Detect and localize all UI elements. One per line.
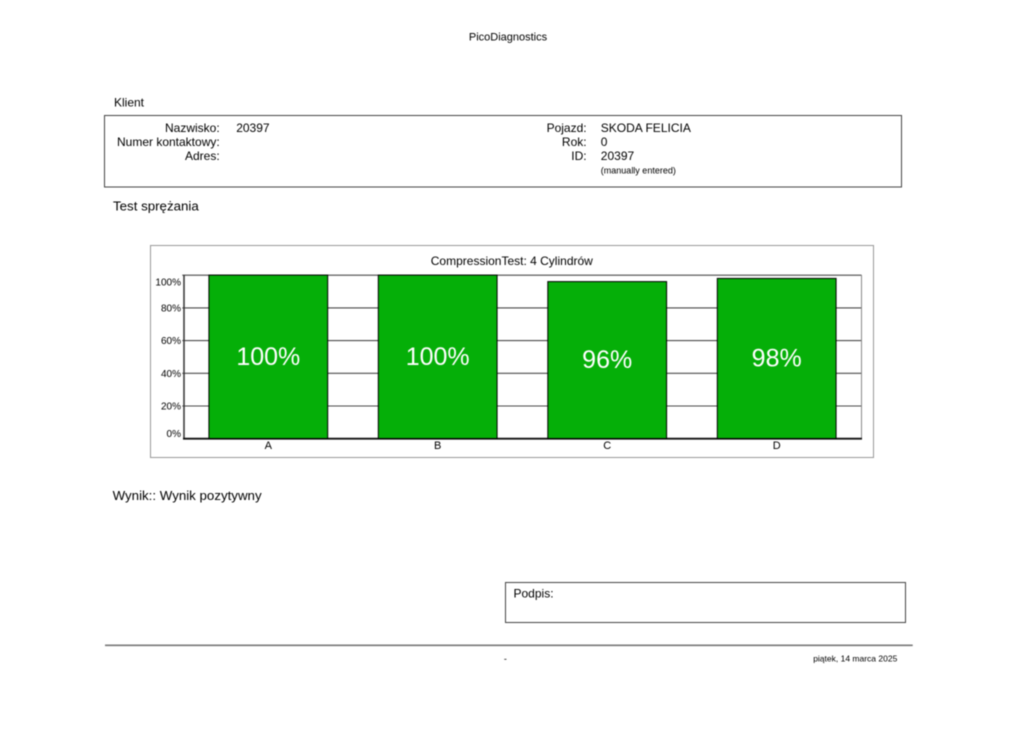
svg-text:C: C <box>603 440 611 452</box>
svg-text:98%: 98% <box>752 345 802 373</box>
svg-text:PicoDiagnostics: PicoDiagnostics <box>469 32 548 44</box>
svg-text:Adres:: Adres: <box>185 149 220 163</box>
svg-text:96%: 96% <box>582 346 632 374</box>
svg-text:Wynik:: Wynik pozytywny: Wynik:: Wynik pozytywny <box>113 488 262 503</box>
svg-text:Rok:: Rok: <box>562 135 587 149</box>
svg-text:CompressionTest: 4 Cylindrów: CompressionTest: 4 Cylindrów <box>431 254 593 268</box>
svg-text:40%: 40% <box>161 369 181 380</box>
svg-text:0%: 0% <box>167 429 182 440</box>
svg-text:Test sprężania: Test sprężania <box>113 199 199 214</box>
svg-text:0: 0 <box>601 135 608 149</box>
svg-text:100%: 100% <box>406 343 470 371</box>
svg-text:(manually entered): (manually entered) <box>601 166 676 176</box>
svg-text:Nazwisko:: Nazwisko: <box>165 121 220 135</box>
svg-text:Klient: Klient <box>114 96 145 110</box>
svg-text:Pojazd:: Pojazd: <box>547 121 587 135</box>
svg-text:20%: 20% <box>161 402 181 413</box>
svg-text:20397: 20397 <box>601 149 635 163</box>
svg-text:Podpis:: Podpis: <box>514 587 554 601</box>
svg-text:D: D <box>773 440 781 452</box>
svg-text:piątek, 14 marca 2025: piątek, 14 marca 2025 <box>813 654 897 664</box>
svg-text:Numer kontaktowy:: Numer kontaktowy: <box>117 135 220 149</box>
svg-text:100%: 100% <box>236 343 300 371</box>
svg-text:100%: 100% <box>155 278 181 289</box>
svg-text:20397: 20397 <box>236 121 270 135</box>
svg-text:80%: 80% <box>161 304 181 315</box>
svg-text:SKODA FELICIA: SKODA FELICIA <box>601 121 691 135</box>
svg-text:ID:: ID: <box>571 149 586 163</box>
svg-text:60%: 60% <box>161 336 181 347</box>
svg-text:B: B <box>434 440 441 452</box>
svg-text:-: - <box>504 654 507 664</box>
svg-text:A: A <box>265 440 273 452</box>
